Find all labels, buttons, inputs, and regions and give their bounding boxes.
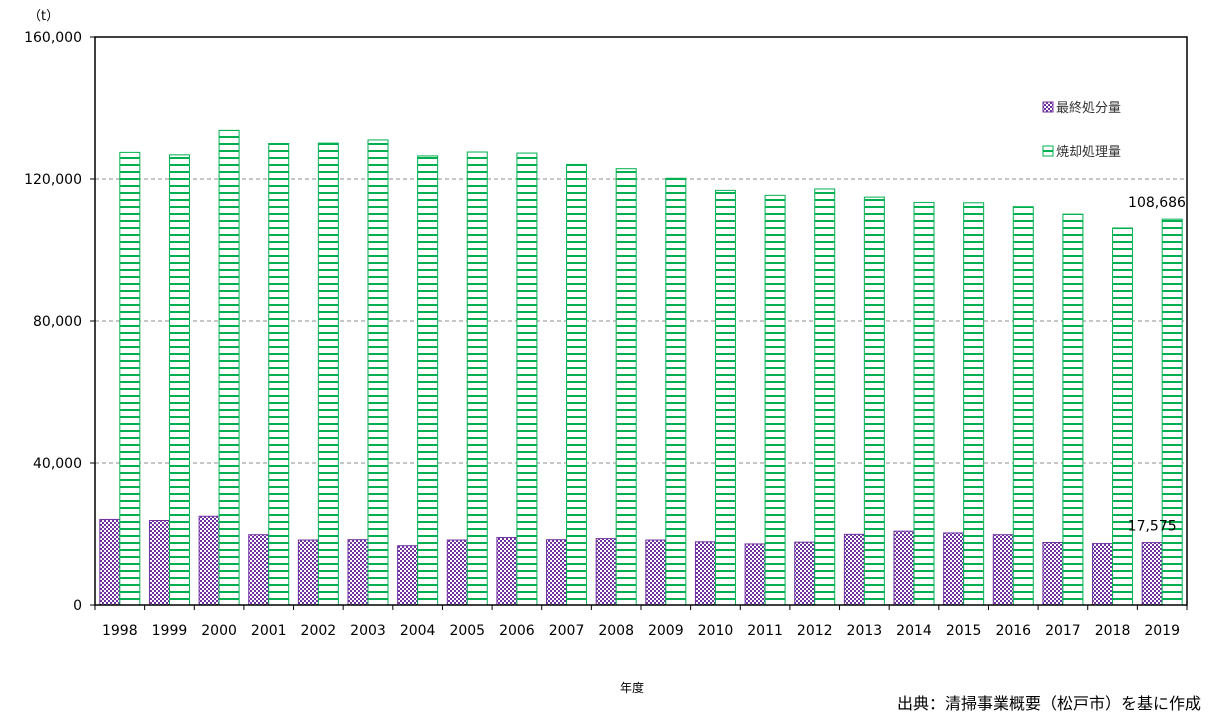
- bar-incineration: [168, 154, 190, 606]
- bar-incineration: [913, 201, 935, 606]
- plot-frame: [94, 36, 1188, 606]
- data-label: 17,575: [1128, 519, 1177, 535]
- bar-final-disposal: [198, 515, 220, 606]
- axes: [90, 36, 1188, 610]
- bar-final-disposal: [1042, 542, 1064, 606]
- bar-incineration: [566, 163, 588, 606]
- bar-final-disposal: [943, 532, 965, 606]
- legend-swatch-incineration: [1042, 145, 1054, 157]
- legend: 最終処分量 焼却処理量: [1042, 100, 1121, 160]
- data-label: 108,686: [1128, 195, 1186, 211]
- bar-final-disposal: [893, 530, 915, 606]
- x-tick-label: 1999: [152, 623, 188, 639]
- x-tick-label: 2009: [648, 623, 684, 639]
- y-unit-label: （t）: [28, 9, 59, 24]
- x-tick-label: 2019: [1144, 623, 1180, 639]
- x-tick-label: 2007: [549, 623, 585, 639]
- bar-final-disposal: [1141, 542, 1163, 606]
- x-tick-label: 2013: [847, 623, 883, 639]
- bar-incineration: [516, 152, 538, 606]
- legend-swatch-final-disposal: [1042, 101, 1054, 113]
- bar-incineration: [615, 168, 637, 606]
- bar-incineration: [764, 194, 786, 606]
- x-tick-label: 2002: [301, 623, 337, 639]
- bar-final-disposal: [645, 539, 667, 606]
- x-tick-label: 2008: [598, 623, 634, 639]
- y-tick-label: 160,000: [24, 30, 82, 46]
- bar-incineration: [714, 189, 736, 606]
- bar-incineration: [367, 139, 389, 606]
- bar-final-disposal: [99, 518, 121, 606]
- y-tick-label: 80,000: [33, 314, 82, 330]
- x-tick-label: 2003: [350, 623, 386, 639]
- bar-incineration: [963, 202, 985, 606]
- x-tick-label: 2014: [896, 623, 932, 639]
- bar-final-disposal: [1092, 543, 1114, 606]
- x-tick-label: 2012: [797, 623, 833, 639]
- bar-final-disposal: [992, 534, 1014, 606]
- bar-final-disposal: [595, 538, 617, 606]
- y-tick-label: 0: [73, 598, 82, 614]
- bar-final-disposal: [496, 537, 518, 606]
- bar-final-disposal: [546, 539, 568, 606]
- x-tick-label: 2004: [400, 623, 436, 639]
- bar-incineration: [1112, 227, 1134, 606]
- bar-incineration: [119, 151, 141, 606]
- y-tick-label: 40,000: [33, 456, 82, 472]
- x-tick-label: 2016: [995, 623, 1031, 639]
- bar-final-disposal: [297, 539, 319, 606]
- bar-incineration: [1012, 206, 1034, 606]
- x-tick-label: 2000: [201, 623, 237, 639]
- bar-incineration: [1161, 218, 1183, 606]
- x-tick-label: 1998: [102, 623, 138, 639]
- legend-label-final-disposal: 最終処分量: [1056, 100, 1121, 116]
- x-tick-label: 2001: [251, 623, 287, 639]
- bars: [99, 129, 1183, 606]
- x-tick-label: 2017: [1045, 623, 1081, 639]
- y-tick-label: 120,000: [24, 172, 82, 188]
- x-tick-label: 2011: [747, 623, 783, 639]
- bar-incineration: [268, 143, 290, 606]
- bar-final-disposal: [694, 541, 716, 606]
- source-note: 出典：清掃事業概要（松戸市）を基に作成: [896, 694, 1201, 713]
- bar-incineration: [417, 155, 439, 606]
- bar-final-disposal: [148, 520, 170, 606]
- bar-final-disposal: [744, 543, 766, 606]
- bar-final-disposal: [347, 539, 369, 606]
- x-tick-label: 2005: [449, 623, 485, 639]
- bar-incineration: [317, 142, 339, 606]
- x-tick-label: 2006: [499, 623, 535, 639]
- bar-incineration: [218, 129, 240, 606]
- bar-final-disposal: [843, 533, 865, 606]
- x-tick-label: 2018: [1095, 623, 1131, 639]
- bar-final-disposal: [446, 539, 468, 606]
- bar-final-disposal: [248, 534, 270, 606]
- labels: 0 40,000 80,000 120,000 160,000 1998 1999 2000 2…: [24, 30, 1186, 639]
- x-tick-label: 2010: [698, 623, 734, 639]
- x-tick-label: 2015: [946, 623, 982, 639]
- bar-incineration: [1062, 213, 1084, 606]
- bar-incineration: [665, 177, 687, 606]
- x-axis-title: 年度: [620, 680, 644, 695]
- bar-incineration: [466, 151, 488, 606]
- bar-final-disposal: [794, 541, 816, 606]
- legend-label-incineration: 焼却処理量: [1056, 145, 1121, 160]
- bar-final-disposal: [397, 545, 419, 606]
- bar-incineration: [814, 188, 836, 606]
- bar-incineration: [863, 196, 885, 606]
